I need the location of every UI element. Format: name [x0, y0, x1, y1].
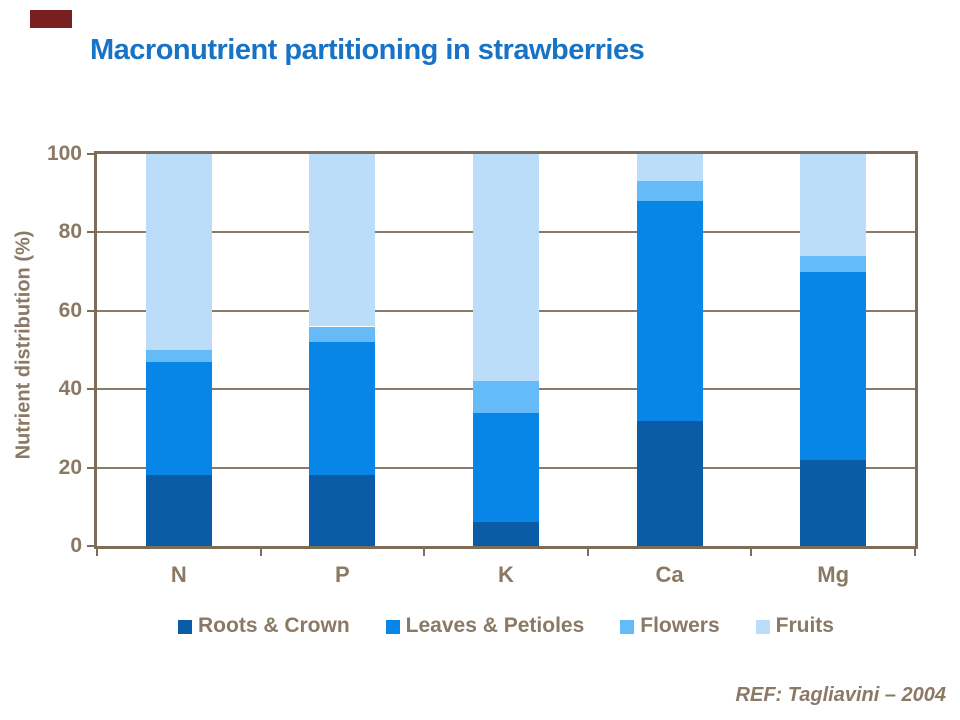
bar-Ca-roots-crown: [636, 420, 703, 546]
bar-N-roots-crown: [145, 475, 212, 546]
legend-swatch-icon: [178, 620, 193, 634]
y-tick-20: [87, 466, 94, 469]
bar-K-fruits: [473, 154, 539, 382]
legend-item-leaves-petioles: Leaves & Petioles: [385, 614, 585, 638]
x-tick-4: [750, 549, 753, 556]
legend-label: Fruits: [775, 614, 834, 637]
bar-K-flowers: [473, 381, 539, 413]
bar-K-leaves-petioles: [473, 412, 539, 523]
legend-item-roots-crown: Roots & Crown: [178, 614, 350, 638]
x-category-label-k: K: [498, 562, 514, 587]
x-tick-0: [96, 549, 98, 556]
bar-Ca-flowers: [636, 181, 703, 202]
bar-Ca-fruits: [636, 154, 703, 182]
y-tick-label-100: 100: [46, 142, 82, 165]
legend-swatch-icon: [385, 620, 400, 634]
bar-P-fruits: [309, 154, 376, 327]
legend-label: Flowers: [640, 614, 720, 637]
legend-label: Roots & Crown: [198, 614, 350, 637]
x-category-label-mg: Mg: [817, 562, 850, 587]
bar-Mg-fruits: [800, 154, 867, 256]
x-category-label-n: N: [170, 562, 187, 587]
bar-N-leaves-petioles: [145, 361, 212, 476]
y-tick-100: [87, 153, 94, 155]
y-tick-40: [87, 388, 94, 391]
y-tick-60: [87, 309, 94, 312]
bar-K-roots-crown: [473, 522, 539, 546]
bar-Mg-flowers: [800, 255, 867, 272]
bar-Mg-roots-crown: [800, 459, 867, 546]
y-tick-80: [87, 231, 94, 234]
legend-item-flowers: Flowers: [620, 614, 720, 638]
y-tick-label-60: 60: [58, 298, 82, 322]
x-tick-3: [586, 549, 589, 556]
y-axis-title: Nutrient distribution (%): [12, 230, 35, 460]
bar-N-flowers: [145, 350, 212, 362]
bar-N-fruits: [145, 154, 212, 350]
slide-accent-mark: [30, 10, 72, 28]
bar-P-leaves-petioles: [309, 342, 376, 476]
legend-swatch-icon: [620, 620, 635, 634]
y-tick-label-0: 0: [70, 534, 82, 557]
bar-P-roots-crown: [309, 475, 376, 546]
bar-Mg-leaves-petioles: [800, 271, 867, 460]
plot-area: [94, 151, 918, 549]
chart-title: Macronutrient partitioning in strawberri…: [90, 34, 645, 66]
x-tick-5: [914, 549, 916, 556]
x-category-label-ca: Ca: [655, 562, 684, 587]
reference-text: REF: Tagliavini – 2004: [735, 684, 946, 706]
legend-swatch-icon: [755, 620, 770, 634]
x-category-label-p: P: [335, 562, 350, 587]
y-tick-0: [87, 545, 94, 547]
y-tick-label-40: 40: [58, 377, 82, 401]
y-tick-label-20: 20: [58, 455, 82, 479]
legend-label: Leaves & Petioles: [405, 614, 585, 637]
y-tick-label-80: 80: [58, 220, 82, 244]
bar-Ca-leaves-petioles: [636, 201, 703, 421]
chart-legend: Roots & Crown Leaves & Petioles Flowers Fru…: [97, 614, 915, 638]
bar-P-flowers: [309, 326, 376, 343]
x-tick-1: [259, 549, 262, 556]
legend-item-fruits: Fruits: [755, 614, 834, 638]
x-tick-2: [423, 549, 426, 556]
